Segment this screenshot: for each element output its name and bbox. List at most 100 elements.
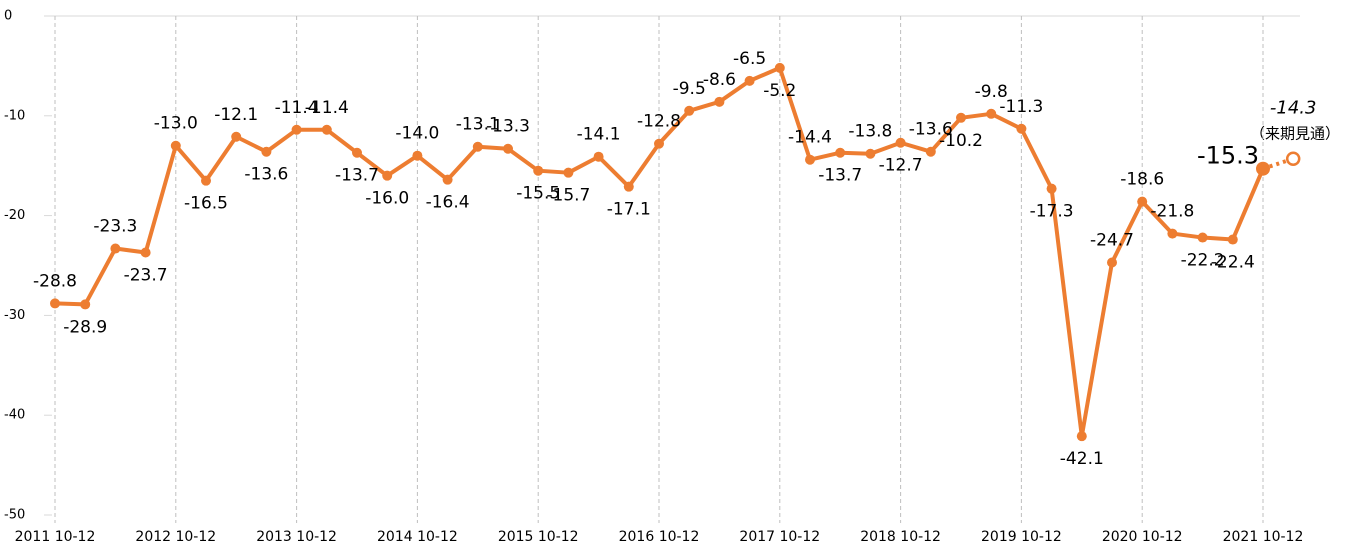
- marker: [593, 151, 604, 162]
- data-label: -18.6: [1120, 170, 1164, 190]
- data-label: -13.1: [456, 115, 500, 135]
- data-label: -13.3: [486, 117, 530, 137]
- x-tick-label: 2017 10-12: [739, 529, 820, 545]
- data-label: -21.8: [1150, 202, 1194, 222]
- marker: [472, 141, 483, 152]
- y-tick-label: -30: [4, 308, 25, 323]
- marker: [1046, 183, 1057, 194]
- data-label: -12.7: [879, 156, 923, 176]
- marker: [744, 75, 755, 86]
- x-tick-label: 2020 10-12: [1102, 529, 1183, 545]
- data-label: -22.4: [1211, 253, 1255, 273]
- marker: [623, 181, 634, 192]
- data-label: -28.9: [63, 317, 107, 337]
- marker: [865, 148, 876, 159]
- data-label: -16.4: [426, 193, 470, 213]
- data-label: -23.3: [93, 217, 137, 237]
- marker: [231, 131, 242, 142]
- marker: [291, 124, 302, 135]
- x-tick-label: 2011 10-12: [15, 529, 96, 545]
- marker: [956, 112, 966, 123]
- data-label: -14.3: [1270, 98, 1317, 119]
- x-tick-label: 2015 10-12: [498, 529, 579, 545]
- data-label: -13.0: [154, 114, 198, 134]
- data-label: -8.6: [703, 70, 736, 90]
- data-label: -23.7: [124, 266, 168, 286]
- marker: [1016, 123, 1027, 134]
- data-label: -11.4: [275, 98, 319, 118]
- marker: [563, 167, 574, 178]
- marker: [140, 247, 151, 258]
- data-label: -11.3: [999, 97, 1043, 117]
- data-label: -42.1: [1060, 449, 1104, 469]
- data-label: -5.2: [763, 81, 796, 101]
- data-label: -13.6: [244, 165, 288, 185]
- marker: [654, 138, 664, 149]
- marker: [835, 147, 846, 158]
- y-tick-label: 0: [4, 9, 12, 24]
- marker: [1285, 151, 1301, 166]
- marker: [261, 146, 272, 157]
- data-label: -13.8: [848, 122, 892, 142]
- data-label: -14.1: [577, 125, 621, 145]
- x-tick-label: 2014 10-12: [377, 529, 458, 545]
- data-label: -9.5: [673, 79, 706, 99]
- data-label: -17.1: [607, 200, 651, 220]
- marker: [533, 165, 544, 176]
- marker: [774, 62, 785, 73]
- marker: [352, 147, 362, 158]
- data-label: -11.4: [305, 98, 349, 118]
- x-tick-label: 2012 10-12: [135, 529, 216, 545]
- marker: [1076, 431, 1087, 442]
- marker: [714, 96, 725, 107]
- marker: [503, 143, 513, 154]
- marker: [110, 243, 121, 254]
- data-label: -16.0: [365, 189, 409, 209]
- data-label: -9.8: [975, 82, 1008, 102]
- data-label: -22.2: [1181, 251, 1225, 271]
- marker: [80, 299, 91, 310]
- marker: [1197, 232, 1208, 243]
- data-label: -14.0: [395, 124, 439, 144]
- marker: [805, 154, 815, 165]
- marker: [50, 298, 60, 309]
- x-tick-label: 2013 10-12: [256, 529, 337, 545]
- x-tick-label: 2016 10-12: [619, 529, 700, 545]
- marker: [925, 146, 936, 157]
- marker: [170, 140, 181, 151]
- x-tick-label: 2019 10-12: [981, 529, 1062, 545]
- annotation: （来期見通）: [1250, 125, 1340, 143]
- data-label: -15.7: [546, 186, 590, 206]
- data-label: -16.5: [184, 194, 228, 214]
- data-label: -13.7: [335, 166, 379, 186]
- data-label: -12.1: [214, 105, 258, 125]
- data-label: -10.2: [939, 131, 983, 151]
- marker: [321, 124, 332, 135]
- y-tick-label: -20: [4, 208, 25, 223]
- data-label: -17.3: [1030, 202, 1074, 222]
- x-tick-label: 2018 10-12: [860, 529, 941, 545]
- data-label: -15.5: [516, 184, 560, 204]
- x-tick-label: 2021 10-12: [1223, 529, 1304, 545]
- marker: [382, 170, 393, 181]
- forecast-line: [1262, 156, 1294, 171]
- data-label: -14.4: [788, 128, 832, 148]
- marker: [1137, 196, 1148, 207]
- marker: [986, 108, 997, 119]
- marker: [895, 137, 906, 148]
- marker: [1227, 234, 1238, 245]
- marker: [684, 105, 695, 116]
- data-label: -6.5: [733, 49, 766, 69]
- data-label: -13.6: [909, 120, 953, 140]
- marker: [1256, 161, 1270, 176]
- marker: [442, 174, 453, 185]
- data-label: -28.8: [33, 271, 77, 291]
- data-label: -15.3: [1197, 142, 1259, 170]
- marker: [201, 175, 211, 186]
- data-label: -13.7: [818, 166, 862, 186]
- y-tick-label: -50: [4, 508, 25, 523]
- data-label: -24.7: [1090, 231, 1134, 251]
- data-label: -12.8: [637, 112, 681, 132]
- marker: [1107, 257, 1117, 268]
